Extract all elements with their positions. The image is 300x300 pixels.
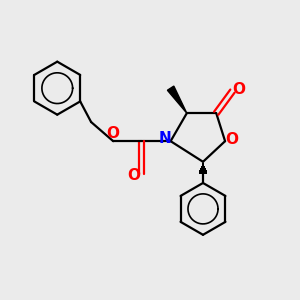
Text: O: O [232,82,245,97]
Text: O: O [127,167,140,182]
Text: O: O [225,132,238,147]
Polygon shape [167,86,187,113]
Text: O: O [107,126,120,141]
Text: N: N [159,131,172,146]
